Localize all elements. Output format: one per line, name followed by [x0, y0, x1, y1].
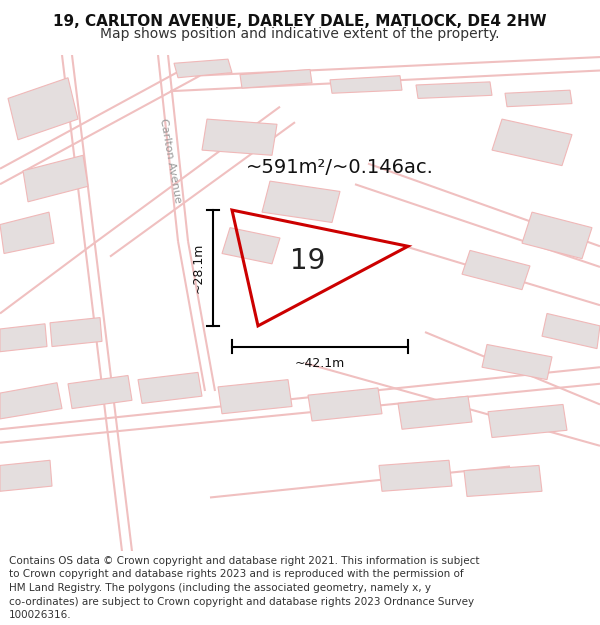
Text: ~42.1m: ~42.1m [295, 357, 345, 370]
Polygon shape [0, 460, 52, 491]
Polygon shape [482, 344, 552, 379]
Polygon shape [50, 318, 102, 346]
Text: 19: 19 [290, 247, 325, 275]
Polygon shape [0, 324, 47, 352]
Polygon shape [222, 228, 280, 264]
Polygon shape [416, 82, 492, 98]
Polygon shape [464, 466, 542, 496]
Polygon shape [462, 251, 530, 289]
Polygon shape [174, 59, 232, 78]
Polygon shape [330, 76, 402, 93]
Text: Carlton Avenue: Carlton Avenue [158, 118, 182, 204]
Polygon shape [505, 90, 572, 107]
Polygon shape [542, 314, 600, 349]
Text: HM Land Registry. The polygons (including the associated geometry, namely x, y: HM Land Registry. The polygons (includin… [9, 583, 431, 593]
Text: Contains OS data © Crown copyright and database right 2021. This information is : Contains OS data © Crown copyright and d… [9, 556, 479, 566]
Text: ~591m²/~0.146ac.: ~591m²/~0.146ac. [246, 158, 434, 177]
Polygon shape [398, 396, 472, 429]
Polygon shape [8, 78, 78, 140]
Polygon shape [308, 388, 382, 421]
Text: 100026316.: 100026316. [9, 610, 71, 620]
Polygon shape [240, 69, 312, 88]
Polygon shape [23, 155, 88, 202]
Text: to Crown copyright and database rights 2023 and is reproduced with the permissio: to Crown copyright and database rights 2… [9, 569, 464, 579]
Text: co-ordinates) are subject to Crown copyright and database rights 2023 Ordnance S: co-ordinates) are subject to Crown copyr… [9, 597, 474, 607]
Polygon shape [138, 372, 202, 403]
Polygon shape [0, 212, 54, 254]
Text: 19, CARLTON AVENUE, DARLEY DALE, MATLOCK, DE4 2HW: 19, CARLTON AVENUE, DARLEY DALE, MATLOCK… [53, 14, 547, 29]
Text: ~28.1m: ~28.1m [192, 242, 205, 293]
Polygon shape [0, 382, 62, 419]
Polygon shape [488, 404, 567, 437]
Polygon shape [202, 119, 277, 155]
Polygon shape [218, 379, 292, 414]
Text: Map shows position and indicative extent of the property.: Map shows position and indicative extent… [100, 28, 500, 41]
Polygon shape [522, 212, 592, 259]
Polygon shape [262, 181, 340, 222]
Polygon shape [492, 119, 572, 166]
Polygon shape [68, 376, 132, 409]
Polygon shape [379, 460, 452, 491]
